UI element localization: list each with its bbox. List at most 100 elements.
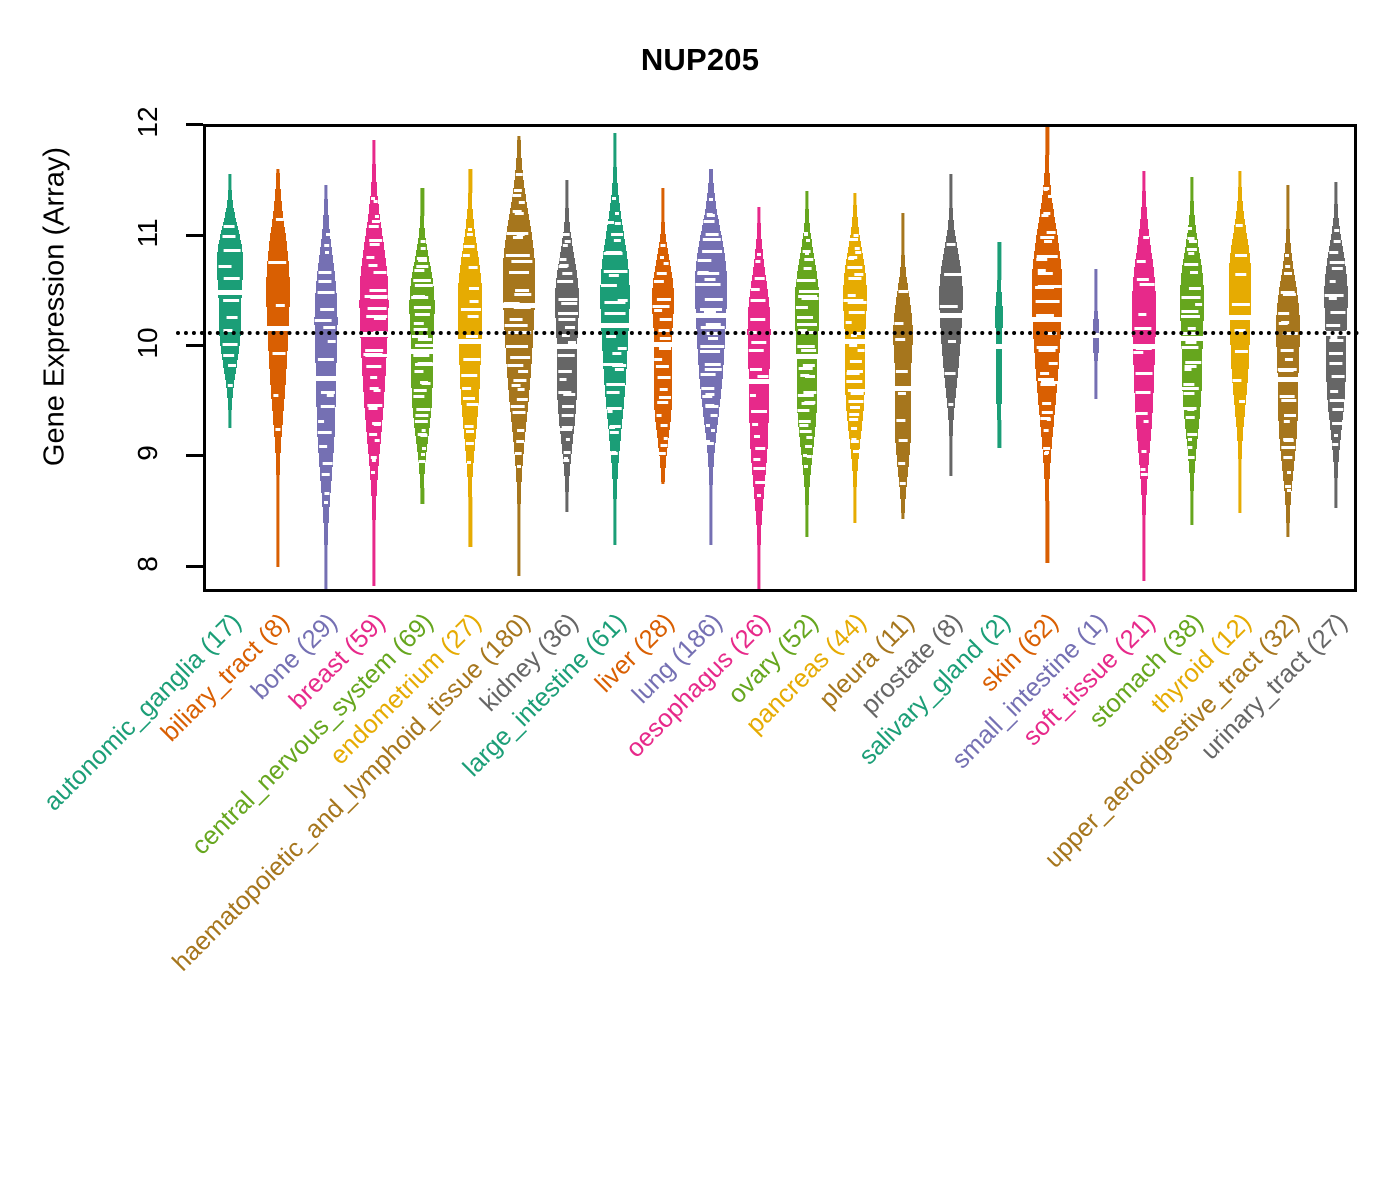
data-point-tick	[505, 253, 530, 257]
violin-band	[459, 275, 482, 278]
violin-band	[365, 414, 384, 417]
violin-breast[interactable]	[350, 127, 398, 589]
violin-band	[217, 255, 244, 258]
data-point-tick	[373, 423, 381, 427]
violin-band	[316, 386, 337, 389]
violin-band	[512, 432, 525, 435]
median-marker	[840, 339, 870, 345]
data-point-tick	[850, 237, 859, 241]
violin-endometrium[interactable]	[446, 127, 494, 589]
violin-band	[316, 398, 337, 401]
violin-central_nervous_system[interactable]	[398, 127, 446, 589]
violin-band	[276, 565, 280, 568]
violin-band	[372, 520, 376, 523]
violin-band	[324, 570, 328, 573]
violin-band	[276, 515, 280, 518]
violin-band	[268, 339, 289, 342]
violin-band	[372, 580, 376, 583]
median-marker	[891, 385, 916, 391]
violin-band	[222, 357, 239, 360]
violin-band	[266, 289, 291, 292]
data-point-tick	[1187, 433, 1197, 437]
violin-band	[420, 221, 425, 224]
violin-band	[463, 427, 478, 430]
violin-band	[460, 369, 481, 372]
data-point-tick	[1187, 456, 1195, 460]
data-point-tick	[562, 405, 575, 409]
data-point-tick	[654, 358, 663, 362]
violin-band	[225, 213, 236, 216]
data-point-tick	[1331, 374, 1345, 378]
violin-band	[272, 225, 285, 228]
violin-liver[interactable]	[639, 127, 687, 589]
violin-band	[274, 205, 283, 208]
violin-band	[324, 574, 328, 577]
violin-band	[366, 228, 383, 231]
violin-pleura[interactable]	[879, 127, 927, 589]
violin-band	[468, 177, 473, 180]
violin-band	[468, 523, 473, 526]
data-point-tick	[1184, 368, 1192, 371]
violin-band	[360, 282, 389, 285]
violin-autonomic_ganglia[interactable]	[206, 127, 254, 589]
violin-band	[315, 324, 338, 327]
violin-band	[324, 548, 328, 551]
violin-band	[361, 268, 388, 271]
violin-band	[218, 281, 243, 284]
violin-salivary_gland[interactable]	[975, 127, 1023, 589]
violin-band	[322, 494, 331, 497]
violin-band	[372, 156, 376, 159]
violin-band	[516, 502, 521, 505]
violin-band	[268, 341, 289, 344]
violin-band	[515, 164, 522, 167]
violin-band	[372, 522, 376, 525]
violin-band	[414, 423, 431, 426]
violin-band	[516, 494, 521, 497]
violin-band	[324, 188, 328, 191]
violin-band	[217, 273, 244, 276]
violin-band	[268, 337, 289, 340]
violin-band	[468, 497, 473, 500]
violin-band	[220, 237, 241, 240]
violin-band	[366, 234, 383, 237]
violin-band	[508, 216, 529, 219]
violin-band	[364, 396, 385, 399]
data-point-tick	[1183, 382, 1195, 386]
violin-band	[369, 462, 380, 465]
violin-biliary_tract[interactable]	[254, 127, 302, 589]
violin-band	[372, 536, 376, 539]
data-point-tick	[707, 336, 718, 340]
violin-band	[372, 560, 376, 563]
violin-band	[516, 514, 521, 517]
violin-band	[319, 452, 334, 455]
violin-band	[315, 338, 338, 341]
violin-band	[273, 421, 284, 424]
data-point-tick	[420, 240, 426, 244]
data-point-tick	[948, 403, 954, 407]
violin-band	[227, 201, 234, 204]
violin-soft_tissue[interactable]	[1120, 127, 1168, 589]
violin-band	[323, 510, 330, 513]
violin-band	[461, 395, 480, 398]
violin-band	[275, 191, 282, 194]
violin-band	[275, 189, 282, 192]
violin-haematopoietic_and_lymphoid_tissue[interactable]	[495, 127, 543, 589]
data-point-tick	[1048, 362, 1058, 366]
violin-band	[273, 215, 284, 218]
violin-band	[276, 539, 280, 542]
violin-band	[364, 246, 385, 249]
violin-band	[372, 548, 376, 551]
violin-band	[372, 574, 376, 577]
violin-band	[219, 325, 242, 328]
data-point-tick	[947, 340, 956, 344]
violin-band	[275, 451, 282, 454]
data-point-tick	[653, 279, 664, 283]
violin-band	[468, 477, 473, 480]
violin-band	[276, 523, 280, 526]
violin-band	[468, 539, 473, 542]
median-marker	[994, 343, 1005, 349]
violin-band	[409, 311, 436, 314]
violin-band	[410, 287, 435, 290]
violin-band	[411, 365, 434, 368]
violin-band	[468, 495, 473, 498]
